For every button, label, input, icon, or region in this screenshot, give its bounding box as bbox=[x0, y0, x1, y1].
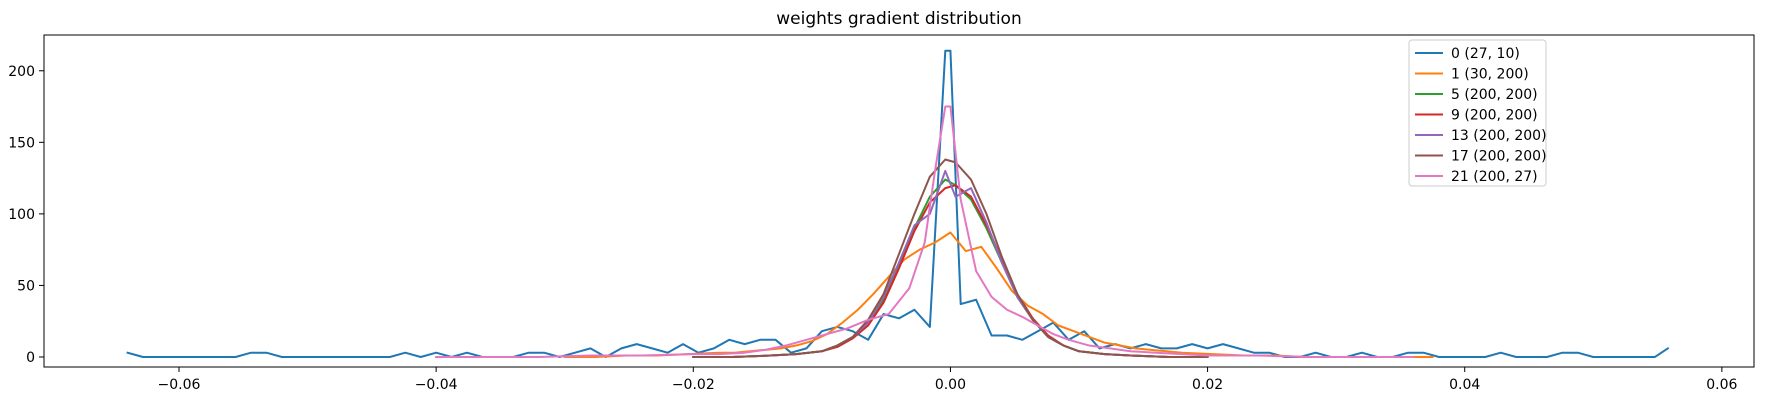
legend-label-0: 0 (27, 10) bbox=[1451, 46, 1520, 62]
legend-label-3: 9 (200, 200) bbox=[1451, 108, 1538, 124]
y-tick-label: 50 bbox=[17, 278, 35, 294]
series-line-5 bbox=[692, 158, 1209, 358]
y-tick-label: 0 bbox=[26, 350, 35, 366]
x-tick-label: 0.02 bbox=[1192, 377, 1223, 393]
legend: 0 (27, 10) 1 (30, 200) 5 (200, 200) 9 (200,… bbox=[1408, 39, 1547, 187]
y-tick-label: 100 bbox=[8, 207, 35, 223]
x-tick-label: −0.02 bbox=[672, 377, 715, 393]
plot-frame bbox=[43, 34, 1755, 368]
x-tick-label: 0.04 bbox=[1449, 377, 1480, 393]
legend-label-1: 1 (30, 200) bbox=[1451, 67, 1529, 83]
series-line-6 bbox=[435, 105, 1415, 358]
legend-label-2: 5 (200, 200) bbox=[1451, 87, 1538, 103]
y-axis: 0 50 100 150 200 bbox=[8, 64, 44, 366]
x-tick-label: −0.06 bbox=[158, 377, 201, 393]
series-layer bbox=[126, 49, 1670, 358]
x-axis: −0.06 −0.04 −0.02 0.00 0.02 0.04 0.06 bbox=[158, 367, 1738, 393]
x-tick-label: 0.06 bbox=[1706, 377, 1737, 393]
legend-label-4: 13 (200, 200) bbox=[1451, 128, 1547, 144]
legend-label-6: 21 (200, 27) bbox=[1451, 169, 1538, 185]
y-tick-label: 150 bbox=[8, 135, 35, 151]
x-tick-label: 0.00 bbox=[935, 377, 966, 393]
y-tick-label: 200 bbox=[8, 64, 35, 80]
legend-box bbox=[1408, 39, 1547, 187]
series-line-0 bbox=[126, 49, 1670, 358]
x-tick-label: −0.04 bbox=[415, 377, 458, 393]
chart-title: weights gradient distribution bbox=[776, 9, 1021, 29]
legend-label-5: 17 (200, 200) bbox=[1451, 149, 1547, 165]
